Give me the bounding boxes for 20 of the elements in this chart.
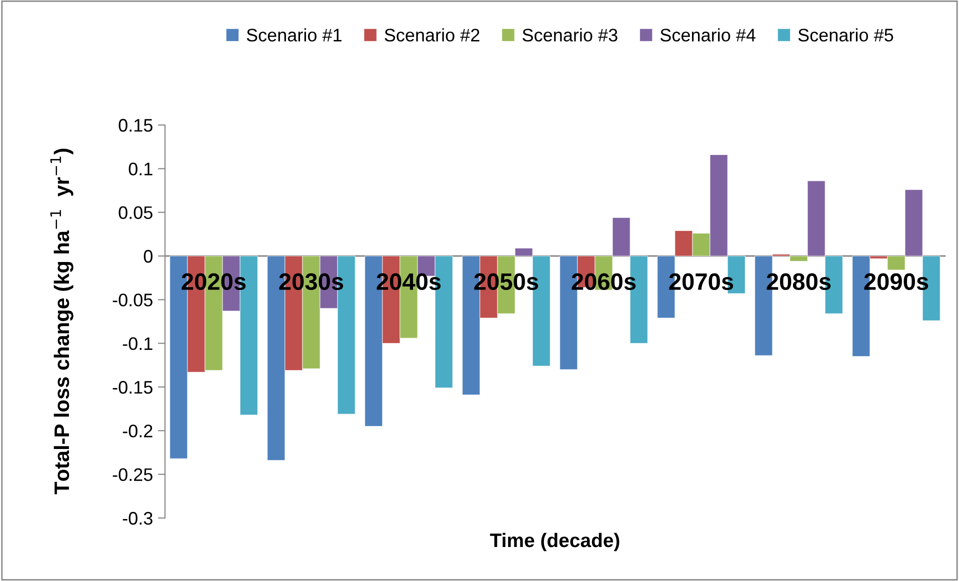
x-tick-label: 2060s [572, 273, 636, 290]
legend-label: Scenario #2 [384, 28, 480, 42]
y-axis-title: Total-P loss change (kg ha$^{−1}$ yr$^{−1}$) [50, 148, 74, 494]
legend-label: Scenario #4 [660, 28, 756, 42]
y-tick-label: -0.15 [112, 380, 152, 394]
y-tick-label: 0.15 [118, 118, 152, 132]
legend-label: Scenario #3 [522, 28, 618, 42]
y-tick-label: -0.25 [112, 468, 152, 482]
y-tick-label: -0.05 [112, 294, 152, 306]
x-tick-label: 2040s [376, 273, 441, 290]
y-tick-label: 0 [144, 250, 152, 263]
y-tick-label: -0.2 [122, 424, 152, 438]
y-tick-label: -0.3 [122, 512, 152, 525]
legend-label: Scenario #1 [246, 28, 342, 42]
y-tick-label: -0.1 [122, 337, 152, 350]
x-tick-label: 2050s [474, 273, 538, 290]
legend-label: Scenario #5 [798, 28, 894, 42]
y-tick-label: 0.05 [118, 206, 152, 220]
y-tick-label: 0.1 [128, 162, 152, 176]
x-axis-title: Time (decade) [490, 532, 620, 552]
